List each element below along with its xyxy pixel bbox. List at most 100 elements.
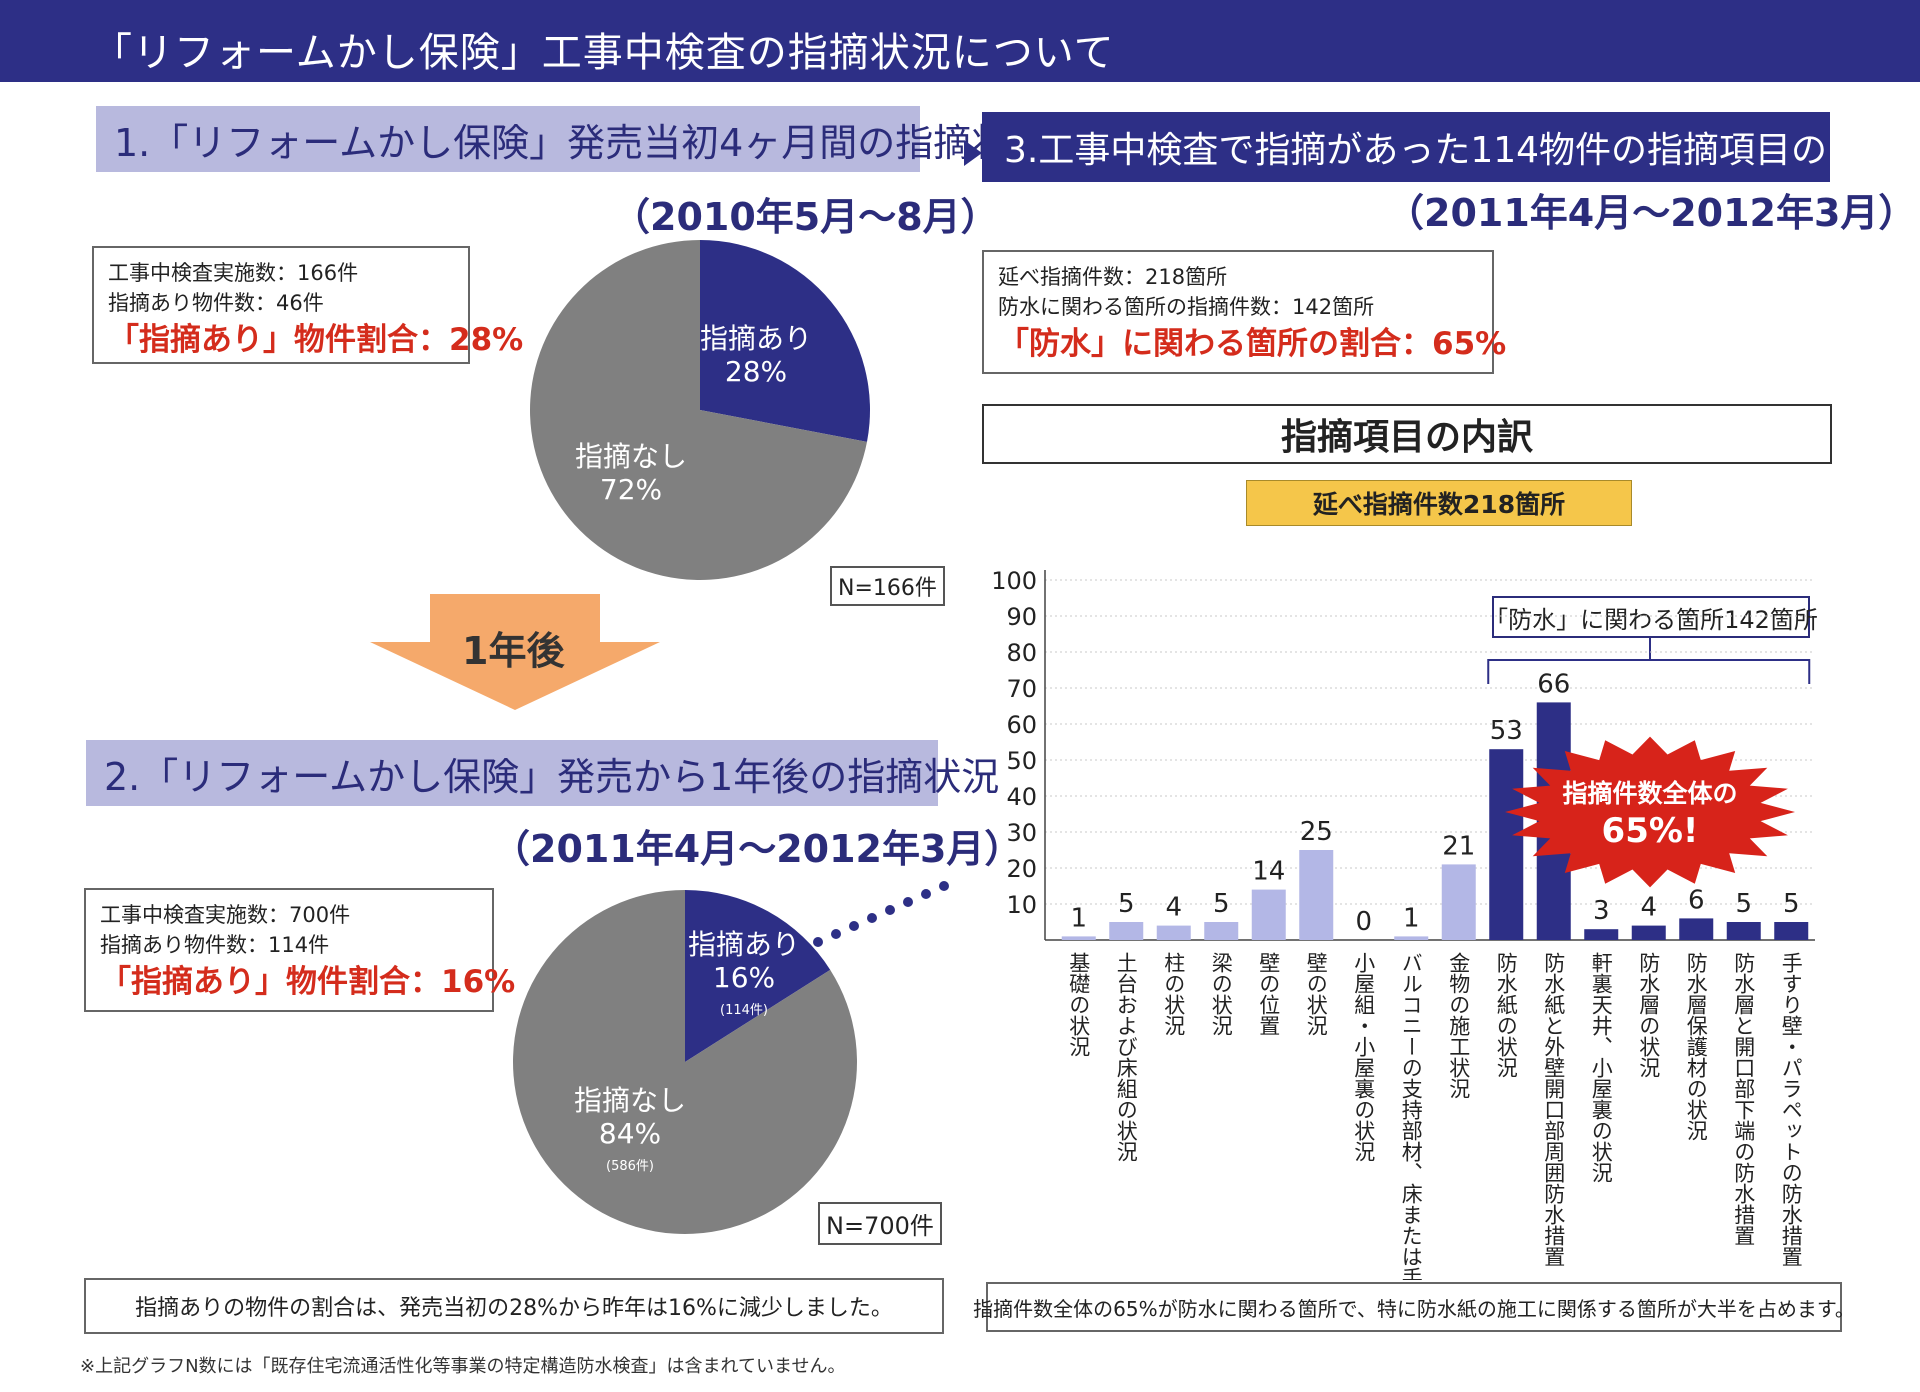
section1-info-ratio: 「指摘あり」物件割合：28% [108,322,524,358]
bar-13 [1679,918,1714,940]
y-tick-100: 100 [991,567,1037,595]
bar-2 [1156,925,1191,940]
pie2-slice-0 [685,890,831,1062]
waterproof-bracket [1487,659,1811,684]
bar-3 [1204,922,1239,940]
x-tick-2: 柱の状況 [1162,952,1186,1036]
bar-14 [1726,922,1761,940]
pie1-yes-text: 指摘あり [700,322,813,355]
pie2-no-pct: 84% [598,1117,662,1150]
x-tick-8: 金物の施工状況 [1447,952,1471,1099]
dotted-connector [813,881,949,947]
bar-1 [1109,922,1144,940]
section2-info-findings: 指摘あり物件数：114件 [100,933,330,957]
data-label-6: 0 [1355,907,1372,937]
data-label-15: 5 [1783,889,1800,919]
x-tick-3: 梁の状況 [1209,952,1233,1036]
bar-11 [1584,929,1619,940]
y-tick-30: 30 [1006,819,1037,847]
pie1-n-label: N=166件 [830,566,945,606]
x-tick-6: 小屋組・小屋裏の状況 [1352,952,1376,1162]
section1-info-inspections: 工事中検査実施数：166件 [108,261,359,285]
chart-bars: 1基礎の状況5土台および床組の状況4柱の状況5梁の状況14壁の位置25壁の状況0… [1061,669,1809,1280]
bar-15 [1774,922,1809,940]
y-tick-70: 70 [1006,675,1037,703]
bar-9 [1489,749,1524,940]
chevron-right-icon [964,140,982,166]
total-count-box: 延べ指摘件数218箇所 [1246,480,1632,526]
data-label-10: 66 [1537,669,1570,699]
page-title: 「リフォームかし保険」工事中検査の指摘状況について [92,30,1115,76]
y-tick-40: 40 [1006,783,1037,811]
pie2-yes-text: 指摘あり [688,928,801,961]
bar-4 [1251,889,1286,940]
waterproof-count-box: 「防水」に関わる箇所142箇所 [1484,596,1818,638]
data-label-5: 25 [1300,817,1333,847]
pie2-yes-count: (114件) [720,1003,768,1018]
bar-8 [1441,864,1476,940]
section3-info-ratio: 「防水」に関わる箇所の割合：65% [998,326,1507,362]
data-label-3: 5 [1213,889,1230,919]
left-summary: 指摘ありの物件の割合は、発売当初の28%から昨年は16%に減少しました。 [84,1278,944,1334]
pie1-slice-0 [700,239,870,442]
burst-shape [1505,736,1795,888]
pie2-n-label: N=700件 [818,1202,942,1245]
data-label-2: 4 [1165,893,1182,923]
title-banner-right [960,0,1920,82]
y-tick-10: 10 [1006,891,1037,919]
section3-info-total: 延べ指摘件数：218箇所 [998,265,1228,289]
x-tick-14: 防水層と開口部下端の防水措置 [1732,952,1756,1246]
chart-title: 指摘項目の内訳 [982,404,1832,464]
bar-0 [1061,936,1096,940]
pie1-label-yes: 指摘あり 28% [700,322,812,388]
section1-period: （2010年5月〜8月） [612,195,999,239]
data-label-9: 53 [1490,716,1523,746]
pie2-slice-1 [513,890,857,1234]
pie2-no-count: (586件) [606,1159,654,1174]
section2-period: （2011年4月〜2012年3月） [492,827,1023,871]
section1-header: 1.「リフォームかし保険」発売当初4ヶ月間の指摘状況 [96,106,1047,172]
y-tick-20: 20 [1006,855,1037,883]
bar-12 [1631,925,1666,940]
section1-info-findings: 指摘あり物件数：46件 [108,291,324,315]
section3-info-waterproof: 防水に関わる箇所の指摘件数：142箇所 [998,295,1375,319]
data-label-12: 4 [1640,893,1657,923]
footnote: ※上記グラフN数には「既存住宅流通活性化等事業の特定構造防水検査」は含まれていま… [80,1356,846,1377]
x-tick-4: 壁の位置 [1257,952,1281,1036]
data-label-11: 3 [1593,896,1610,926]
x-tick-1: 土台および床組の状況 [1114,952,1138,1162]
x-tick-0: 基礎の状況 [1067,952,1091,1057]
title-banner-left [0,0,960,82]
x-tick-15: 手すり壁・パラペットの防水措置 [1779,952,1803,1267]
data-label-4: 14 [1252,857,1285,887]
pie1-no-text: 指摘なし [575,440,688,473]
x-tick-9: 防水紙の状況 [1494,952,1518,1078]
pie1-label-no: 指摘なし 72% [575,440,687,506]
section2-info-box: 工事中検査実施数：700件 指摘あり物件数：114件 「指摘あり」物件割合：16… [84,888,516,1012]
x-tick-12: 防水層の状況 [1637,952,1661,1078]
x-tick-13: 防水層保護材の状況 [1684,952,1708,1141]
data-label-8: 21 [1442,831,1475,861]
data-label-14: 5 [1735,889,1752,919]
section3-period: （2011年4月〜2012年3月） [1386,191,1917,235]
section2-info-ratio: 「指摘あり」物件割合：16% [100,964,516,1000]
x-tick-5: 壁の状況 [1304,952,1328,1036]
down-arrow-icon [370,594,660,710]
bar-7 [1394,936,1429,940]
pie2-label-no: 指摘なし 84% (586件) [574,1084,686,1183]
x-tick-7: バルコニーの支持部材、床または手すりの状況 [1399,952,1423,1280]
y-tick-60: 60 [1006,711,1037,739]
chart-brackets [1487,638,1811,684]
burst-callout: 指摘件数全体の 65%! [1505,736,1795,888]
data-label-1: 5 [1118,889,1135,919]
section2-header: 2.「リフォームかし保険」発売から1年後の指摘状況 [86,740,999,806]
pie2-no-text: 指摘なし [574,1084,687,1117]
burst-line2: 65%! [1602,811,1699,851]
section1-info-box: 工事中検査実施数：166件 指摘あり物件数：46件 「指摘あり」物件割合：28% [92,246,524,364]
y-tick-50: 50 [1006,747,1037,775]
pie-chart-2011 [513,890,857,1234]
section3-header: 3.工事中検査で指摘があった114物件の指摘項目の内訳 [982,112,1899,182]
x-tick-11: 軒裏天井、小屋裏の状況 [1589,952,1613,1183]
